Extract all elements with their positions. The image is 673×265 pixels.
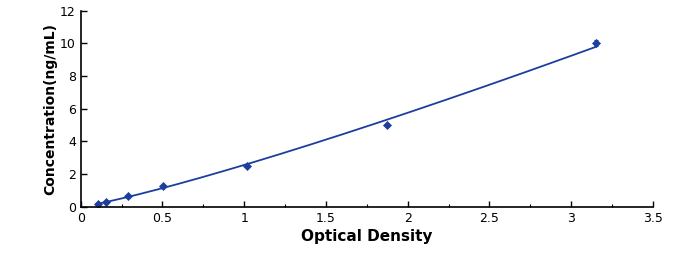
Y-axis label: Concentration(ng/mL): Concentration(ng/mL) bbox=[43, 23, 57, 195]
X-axis label: Optical Density: Optical Density bbox=[301, 229, 433, 244]
